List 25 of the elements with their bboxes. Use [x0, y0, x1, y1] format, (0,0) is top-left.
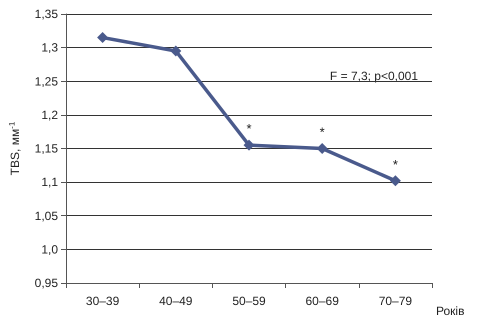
x-axis-title: Років: [436, 304, 464, 318]
x-tick-label: 70–79: [378, 294, 412, 308]
annotation: *: [320, 124, 325, 140]
x-tick-label: 50–59: [232, 294, 266, 308]
point: [316, 143, 328, 154]
point: [390, 175, 401, 186]
y-tick-label: 1,1: [41, 175, 58, 190]
annotation: *: [246, 121, 252, 136]
y-tick-label: 1,05: [34, 208, 58, 223]
y-tick-label: 1,0: [41, 242, 58, 256]
annotation: F = 7,3; p<0,001: [330, 69, 418, 83]
x-tick-label: 40–49: [159, 294, 193, 308]
y-tick-label: 1,2: [41, 108, 58, 122]
annotation: *: [392, 156, 398, 172]
y-tick-label: 1,15: [34, 142, 58, 156]
point: [244, 140, 254, 151]
point: [170, 45, 182, 56]
y-axis-title: TBS, мм-1: [8, 121, 22, 176]
y-tick-label: 0,95: [34, 276, 58, 290]
y-tick-label: 1,35: [34, 7, 58, 21]
y-tick-label: 1,3: [41, 40, 58, 55]
point: [97, 32, 108, 44]
y-tick-label: 1,25: [34, 74, 58, 88]
x-tick-label: 30–39: [86, 294, 120, 308]
x-tick-label: 60–69: [306, 294, 340, 308]
